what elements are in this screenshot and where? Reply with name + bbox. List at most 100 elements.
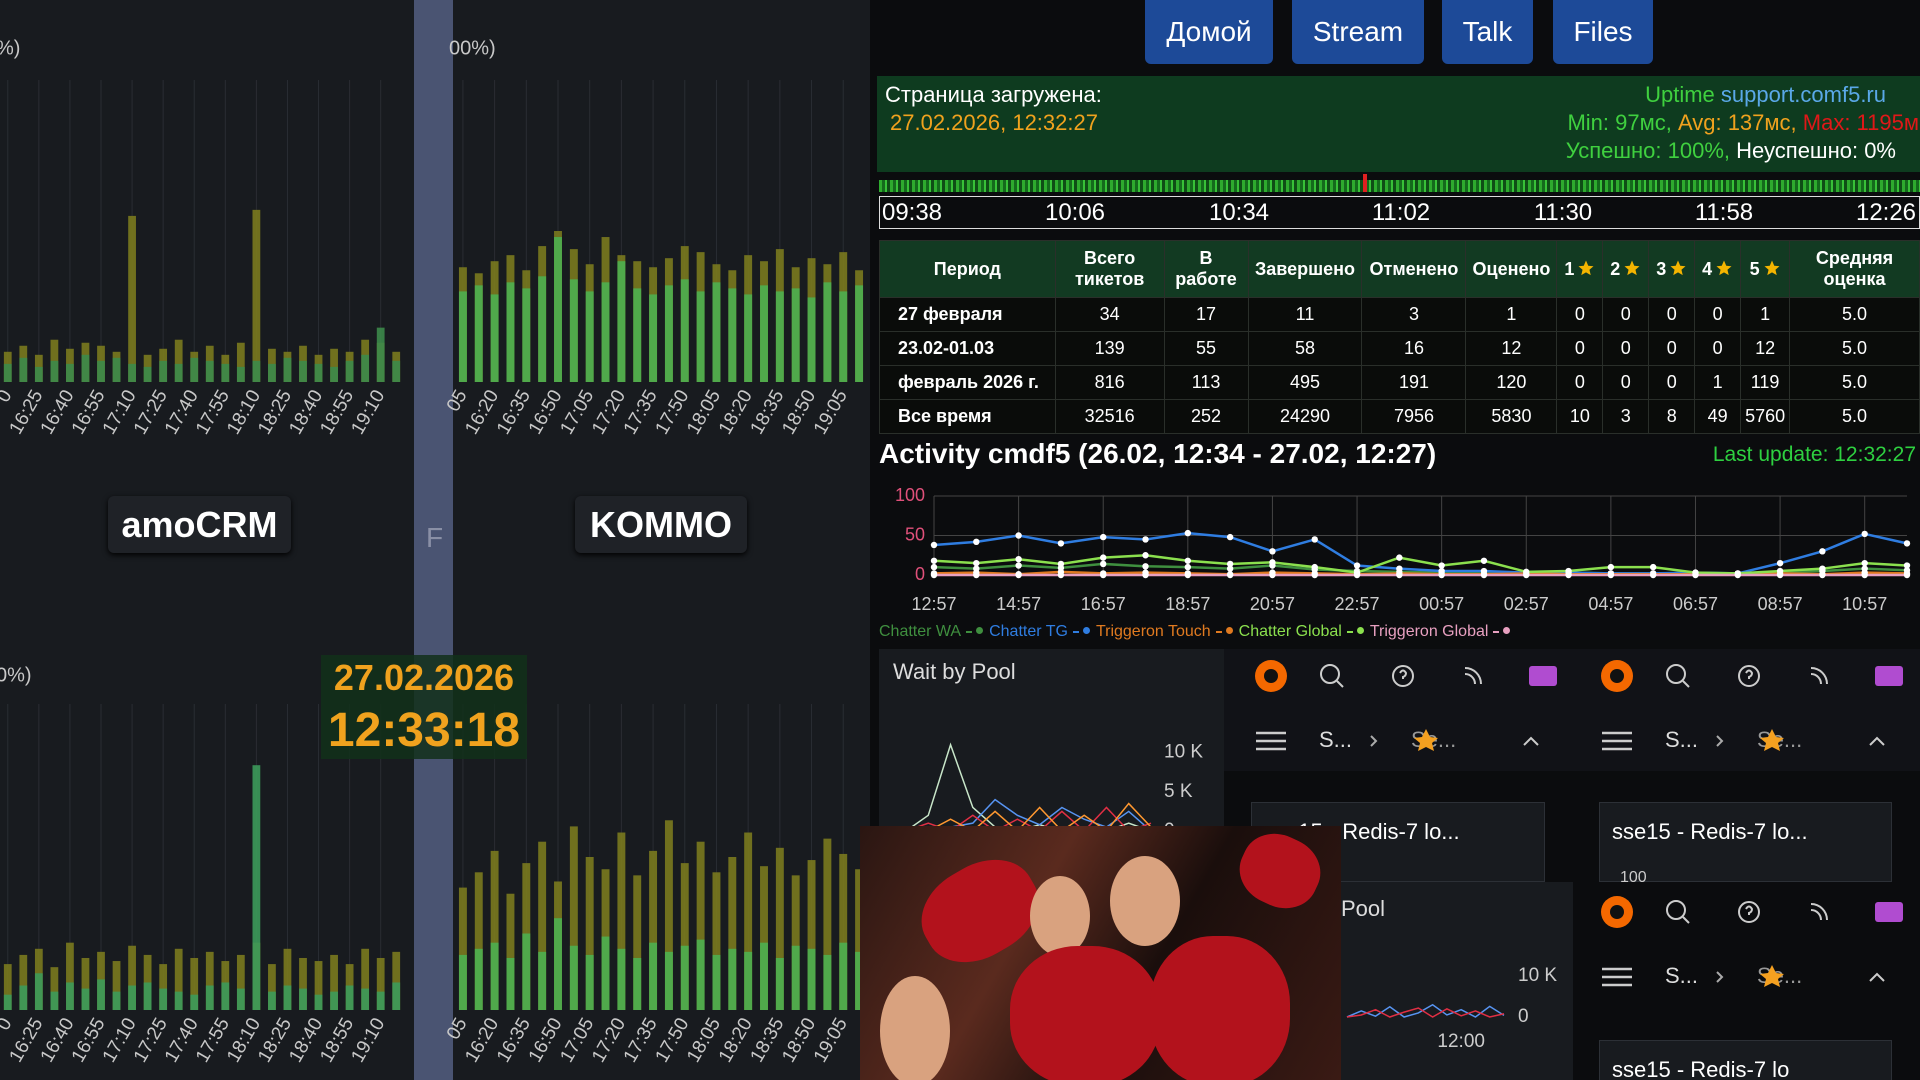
point (1184, 557, 1192, 564)
bar (775, 291, 784, 382)
point (973, 538, 980, 546)
bar (490, 850, 499, 1010)
panel-card[interactable]: sse15 - Redis-7 lo (1599, 1040, 1892, 1080)
bar (728, 857, 737, 1010)
bar (128, 945, 136, 1010)
bar (601, 282, 610, 382)
bar (617, 948, 626, 1010)
legend-dash (966, 630, 973, 633)
point (1311, 563, 1318, 571)
bar (174, 991, 183, 1010)
table-cell: 5.0 (1789, 297, 1920, 332)
video-shape (1228, 826, 1332, 920)
bar (617, 261, 626, 382)
uptime-link[interactable]: support.comf5.ru (1720, 82, 1886, 107)
panel-card[interactable]: sse15 - Redis-7 lo... 100 (1599, 802, 1892, 886)
bar (66, 942, 74, 1010)
x-tick-label: 19:10 (347, 1015, 389, 1067)
nav-button[interactable]: Files (1553, 0, 1653, 64)
point (1353, 571, 1361, 579)
bar (839, 942, 848, 1010)
bar (585, 291, 594, 382)
video-shape (1150, 936, 1290, 1080)
table-cell: 0 (1602, 365, 1650, 400)
bar (314, 961, 323, 1010)
point (973, 559, 980, 567)
bar (3, 363, 12, 382)
series-line (933, 531, 1908, 575)
bar (376, 991, 385, 1010)
point (1184, 529, 1192, 537)
table-header-cell: Период (879, 240, 1056, 298)
amocrm-button[interactable]: amoCRM (108, 496, 291, 553)
loaded-label: Страница загружена: (885, 82, 1102, 107)
nav-button[interactable]: Домой (1145, 0, 1273, 64)
panel-card-title: sse15 - Redis-7 lo (1612, 1057, 1790, 1080)
point (1607, 563, 1615, 571)
point (1269, 571, 1276, 579)
bar (221, 982, 230, 1010)
bar (345, 360, 354, 382)
loaded-time: 27.02.2026, 12:32:27 (890, 110, 1098, 135)
point (1861, 571, 1868, 579)
bar (474, 285, 483, 382)
bar (50, 991, 59, 1010)
point (1100, 554, 1107, 561)
x-tick-label: 14:57 (996, 594, 1041, 614)
x-tick-label: 05 (443, 387, 472, 416)
nav-button[interactable]: Stream (1292, 0, 1424, 64)
bar (19, 985, 28, 1010)
table-header-cell: 1 (1556, 240, 1604, 298)
table-cell: 1 (1694, 365, 1742, 400)
bar (143, 982, 152, 1010)
timeline-label: 09:38 (881, 199, 943, 226)
point (1861, 530, 1868, 538)
table-cell: 5.0 (1789, 365, 1920, 400)
point (1565, 571, 1572, 579)
bar (283, 357, 292, 382)
bar (649, 850, 658, 1010)
bar (143, 954, 152, 1010)
bar (823, 282, 832, 382)
table-cell: 27 февраля (879, 297, 1056, 332)
bar (174, 339, 183, 382)
bar (458, 954, 467, 1010)
point (1480, 571, 1488, 579)
bar (522, 288, 531, 382)
point (930, 563, 938, 571)
header-text: Оценено (1472, 258, 1551, 279)
bar (112, 357, 121, 382)
table-header-cell: 4 (1694, 240, 1742, 298)
table-cell: 32516 (1054, 399, 1165, 434)
kommo-button[interactable]: KOMMO (575, 496, 747, 553)
bar (744, 951, 753, 1010)
bar (205, 951, 214, 1010)
legend-dot (976, 627, 984, 635)
point (1184, 571, 1192, 579)
point (1100, 533, 1107, 541)
point (1861, 559, 1868, 567)
video-shape (1030, 876, 1090, 956)
divider-letter: F (426, 522, 444, 553)
bar (712, 282, 721, 382)
legend-dot (1503, 627, 1511, 635)
x-tick-label: 12:57 (911, 594, 956, 614)
bar (585, 954, 594, 1010)
table-cell: февраль 2026 г. (879, 365, 1056, 400)
table-cell: 12 (1465, 331, 1558, 366)
bar (728, 948, 737, 1010)
bar (252, 209, 261, 382)
bar (712, 872, 721, 1010)
header-text: В работе (1175, 248, 1237, 289)
point (1015, 532, 1022, 539)
activity-title: Activity cmdf5 (26.02, 12:34 - 27.02, 12… (879, 438, 1437, 469)
x-tick-label: 02:57 (1504, 594, 1549, 614)
point (1142, 536, 1149, 543)
header-text: Отменено (1369, 258, 1459, 279)
table-cell: 0 (1694, 297, 1742, 332)
nav-button[interactable]: Talk (1442, 0, 1533, 64)
bar (554, 237, 562, 382)
bar (775, 847, 784, 1010)
bar (506, 893, 515, 1010)
point (1057, 540, 1065, 547)
